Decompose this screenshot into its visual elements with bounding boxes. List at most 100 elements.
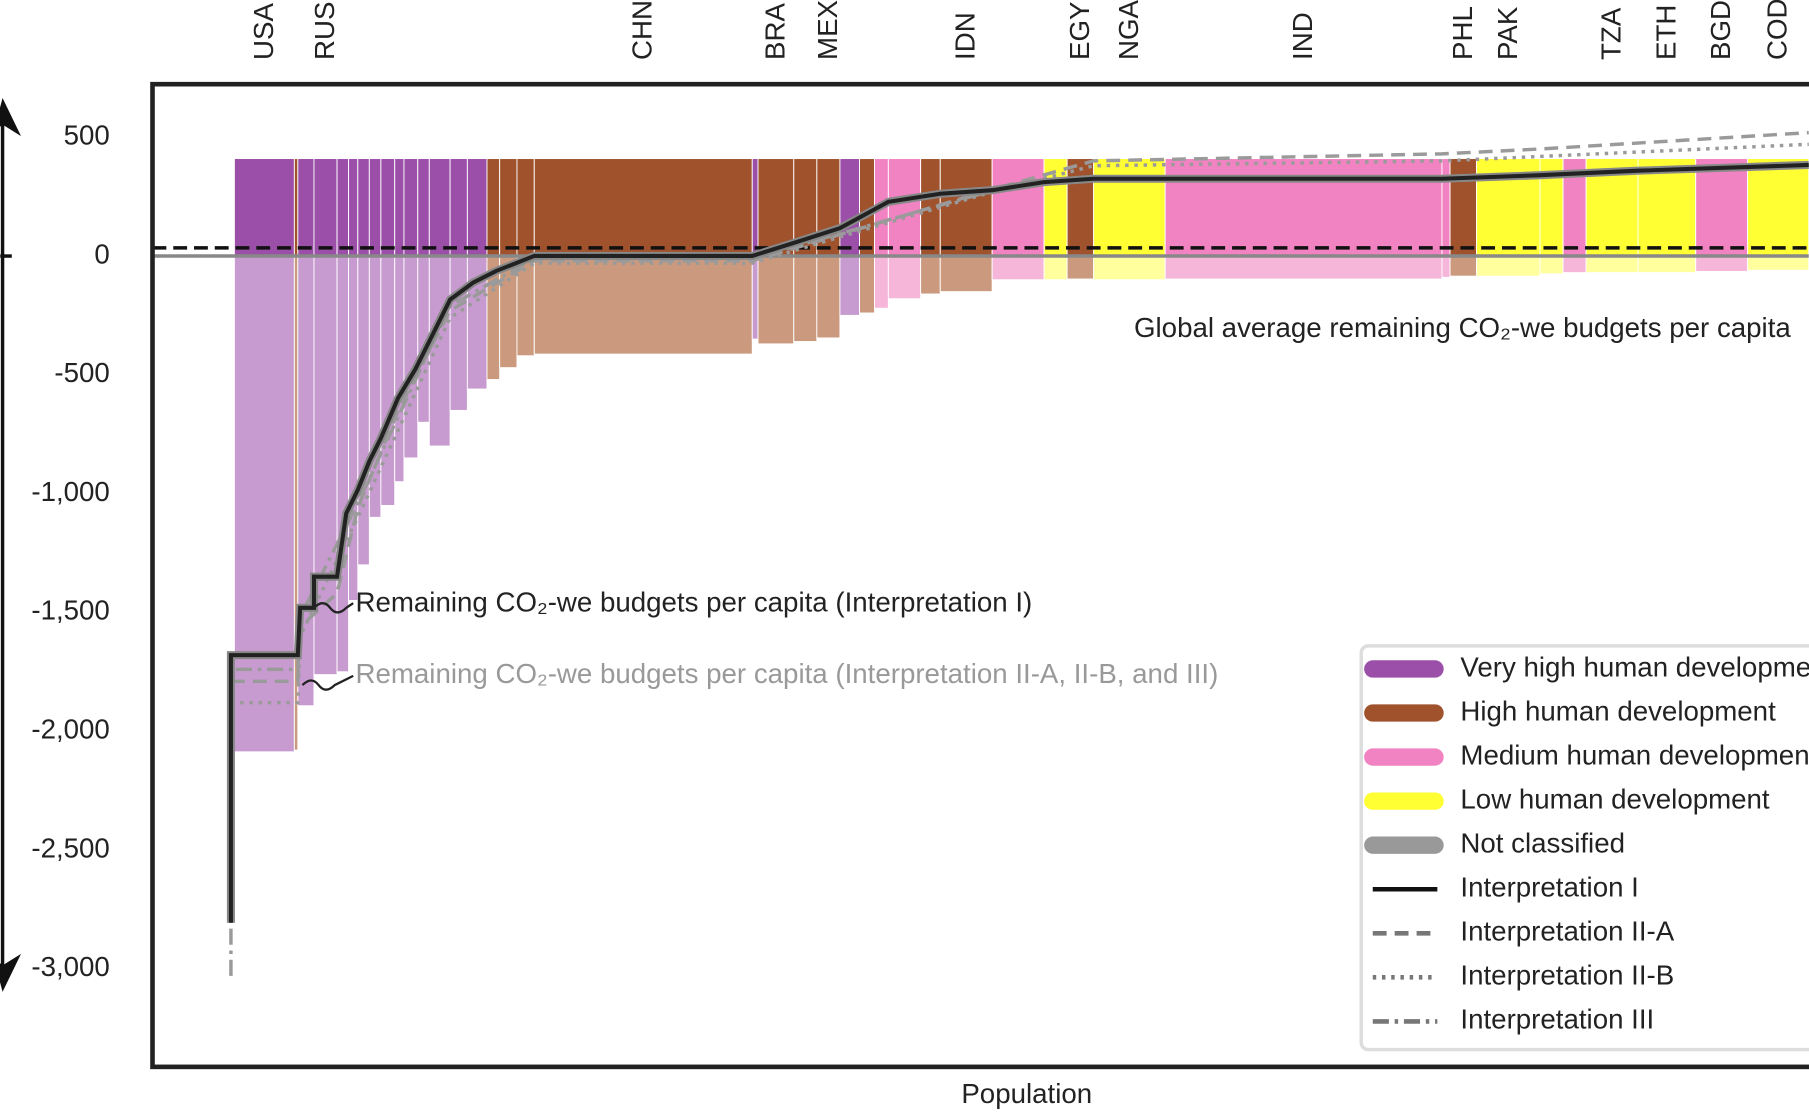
y-tick-label: 0: [94, 238, 109, 269]
bar: [1585, 255, 1639, 274]
line: [228, 162, 1809, 923]
bar-upper: [368, 158, 382, 257]
bar-upper: [839, 158, 860, 257]
y-tick-label: -1,500: [31, 595, 109, 626]
bar-upper: [1164, 158, 1443, 257]
legend-label: High human development: [1460, 695, 1776, 726]
y-tick-label: -500: [54, 357, 109, 388]
bar-upper: [1093, 158, 1166, 257]
bar-upper: [313, 158, 338, 257]
arrow-head: [0, 953, 22, 992]
x-category-label: RUS: [309, 2, 340, 60]
x-category-label: PAK: [1492, 6, 1523, 60]
bar-upper: [1695, 158, 1749, 257]
x-category-label: COD: [1762, 0, 1793, 60]
bar: [839, 255, 860, 316]
legend: Very high human development High human de…: [1364, 651, 1809, 1035]
bar-upper: [486, 158, 501, 257]
bar-upper: [533, 158, 753, 257]
bar: [887, 255, 922, 300]
legend-label: Interpretation II-A: [1460, 916, 1674, 947]
bar-upper: [751, 158, 759, 257]
bar-upper: [1747, 158, 1809, 257]
bar: [1476, 255, 1541, 277]
bar-upper: [357, 158, 370, 257]
x-category-label: BRA: [759, 3, 790, 60]
bar: [757, 255, 795, 345]
x-category-label: CHN: [627, 0, 658, 60]
y-tick-label: -2,000: [31, 713, 109, 744]
bar-upper: [887, 158, 922, 257]
bar-upper: [380, 158, 396, 257]
bar-upper: [297, 158, 315, 257]
bar: [1562, 255, 1587, 274]
bar: [449, 255, 468, 411]
bar: [1539, 255, 1564, 275]
arrow-head: [0, 98, 22, 137]
y-tick-label: -3,000: [31, 951, 109, 982]
y-tick-label: -2,500: [31, 832, 109, 863]
legend-box: [1359, 644, 1809, 1052]
legend-label: Interpretation III: [1460, 1004, 1654, 1035]
bar-upper: [336, 158, 350, 257]
bar-upper: [1066, 158, 1095, 257]
bar: [1066, 255, 1095, 280]
bar: [793, 255, 818, 342]
x-category-label: IND: [1287, 12, 1318, 60]
bar-upper: [499, 158, 518, 257]
bar-upper: [394, 158, 405, 257]
bar: [348, 255, 359, 601]
bar: [1093, 255, 1166, 281]
bar: [1164, 255, 1443, 280]
bar: [751, 255, 759, 340]
bar: [1637, 255, 1697, 274]
bar: [403, 255, 419, 459]
bar: [394, 255, 405, 483]
bar: [1695, 255, 1749, 272]
bar-upper: [403, 158, 419, 257]
annotation: Remaining CO₂-we budgets per capita (Int…: [355, 658, 1218, 689]
legend-label: Interpretation I: [1460, 872, 1638, 903]
bar-upper: [939, 158, 993, 257]
x-category-label: TZA: [1596, 7, 1627, 60]
x-category-label: MEX: [812, 0, 843, 60]
legend-label: Interpretation II-B: [1460, 960, 1674, 991]
bar-upper: [757, 158, 795, 257]
y-tick-label: -1,000: [31, 476, 109, 507]
bar: [1747, 255, 1809, 271]
bar: [428, 255, 451, 447]
bar: [233, 255, 295, 753]
bar: [874, 255, 889, 309]
annotation-connector: [313, 602, 354, 614]
bar: [1441, 255, 1451, 278]
annotation: Remaining CO₂-we budgets per capita (Int…: [355, 587, 1032, 618]
bar-upper: [1449, 158, 1478, 257]
bar: [533, 255, 753, 355]
bar-upper: [1441, 158, 1451, 257]
bar: [380, 255, 396, 506]
annotation-connector: [301, 674, 354, 691]
x-category-label: ETH: [1650, 5, 1681, 60]
bar-upper: [293, 158, 299, 257]
bar: [816, 255, 841, 339]
legend-label: Not classified: [1460, 828, 1625, 859]
bar-upper: [466, 158, 488, 257]
x-category-label: PHL: [1447, 6, 1478, 60]
legend-label: Low human development: [1460, 783, 1770, 814]
x-axis-label: Population: [961, 1078, 1092, 1109]
bar: [357, 255, 370, 566]
x-category-label: USA: [248, 3, 279, 60]
bar-upper: [428, 158, 451, 257]
bar: [920, 255, 941, 295]
bar-upper: [449, 158, 468, 257]
bar: [939, 255, 993, 293]
bar-upper: [991, 158, 1045, 257]
x-category-label: NGA: [1113, 0, 1144, 60]
annotation: Global average remaining CO₂-we budgets …: [1134, 312, 1791, 343]
legend-label: Very high human development: [1460, 651, 1809, 682]
line: [230, 130, 1809, 684]
lines: [226, 130, 1809, 976]
bar: [1449, 255, 1478, 277]
